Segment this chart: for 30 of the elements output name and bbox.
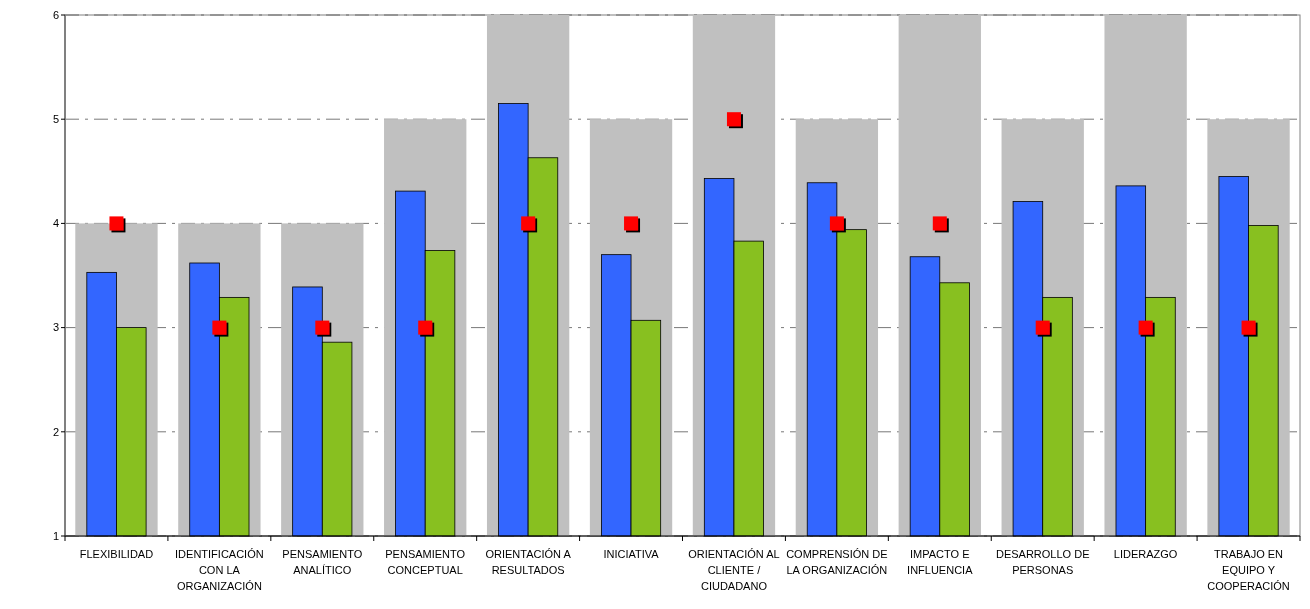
point: [726, 112, 741, 127]
x-tick-label: ORIENTACIÓN AL CLIENTE / CIUDADANO: [688, 548, 780, 592]
point: [1138, 320, 1153, 335]
y-tick-label: 5: [52, 113, 59, 126]
point: [932, 216, 947, 231]
x-tick-label: TRABAJO EN EQUIPO Y COOPERACIÓN: [1207, 548, 1290, 592]
x-tick-label: COMPRENSIÓN DE LA ORGANIZACIÓN: [786, 548, 888, 576]
x-tick-label: ORIENTACIÓN A RESULTADOS: [485, 548, 572, 576]
point: [315, 320, 330, 335]
x-tick-label: LIDERAZGO: [1113, 548, 1178, 560]
x-tick-label: PENSAMIENTO CONCEPTUAL: [385, 548, 466, 576]
x-tick-label: INICIATIVA: [603, 548, 660, 560]
x-tick-label: IDENTIFICACIÓN CON LA ORGANIZACIÓN: [175, 548, 264, 592]
y-tick-label: 4: [52, 217, 59, 230]
point: [1241, 320, 1256, 335]
x-tick-label: DESARROLLO DE PERSONAS: [995, 548, 1090, 576]
y-tick-label: 1: [52, 529, 59, 542]
y-tick-label: 6: [52, 8, 59, 21]
x-tick-label: PENSAMIENTO ANALÍTICO: [282, 548, 363, 576]
point: [829, 216, 844, 231]
point: [109, 216, 124, 231]
x-tick-label: IMPACTO E INFLUENCIA: [907, 548, 974, 576]
point: [1035, 320, 1050, 335]
point: [418, 320, 433, 335]
y-tick-label: 2: [52, 425, 59, 438]
point: [212, 320, 227, 335]
point: [521, 216, 536, 231]
x-tick-label: FLEXIBILIDAD: [79, 548, 154, 560]
point: [624, 216, 639, 231]
y-tick-label: 3: [52, 321, 59, 334]
